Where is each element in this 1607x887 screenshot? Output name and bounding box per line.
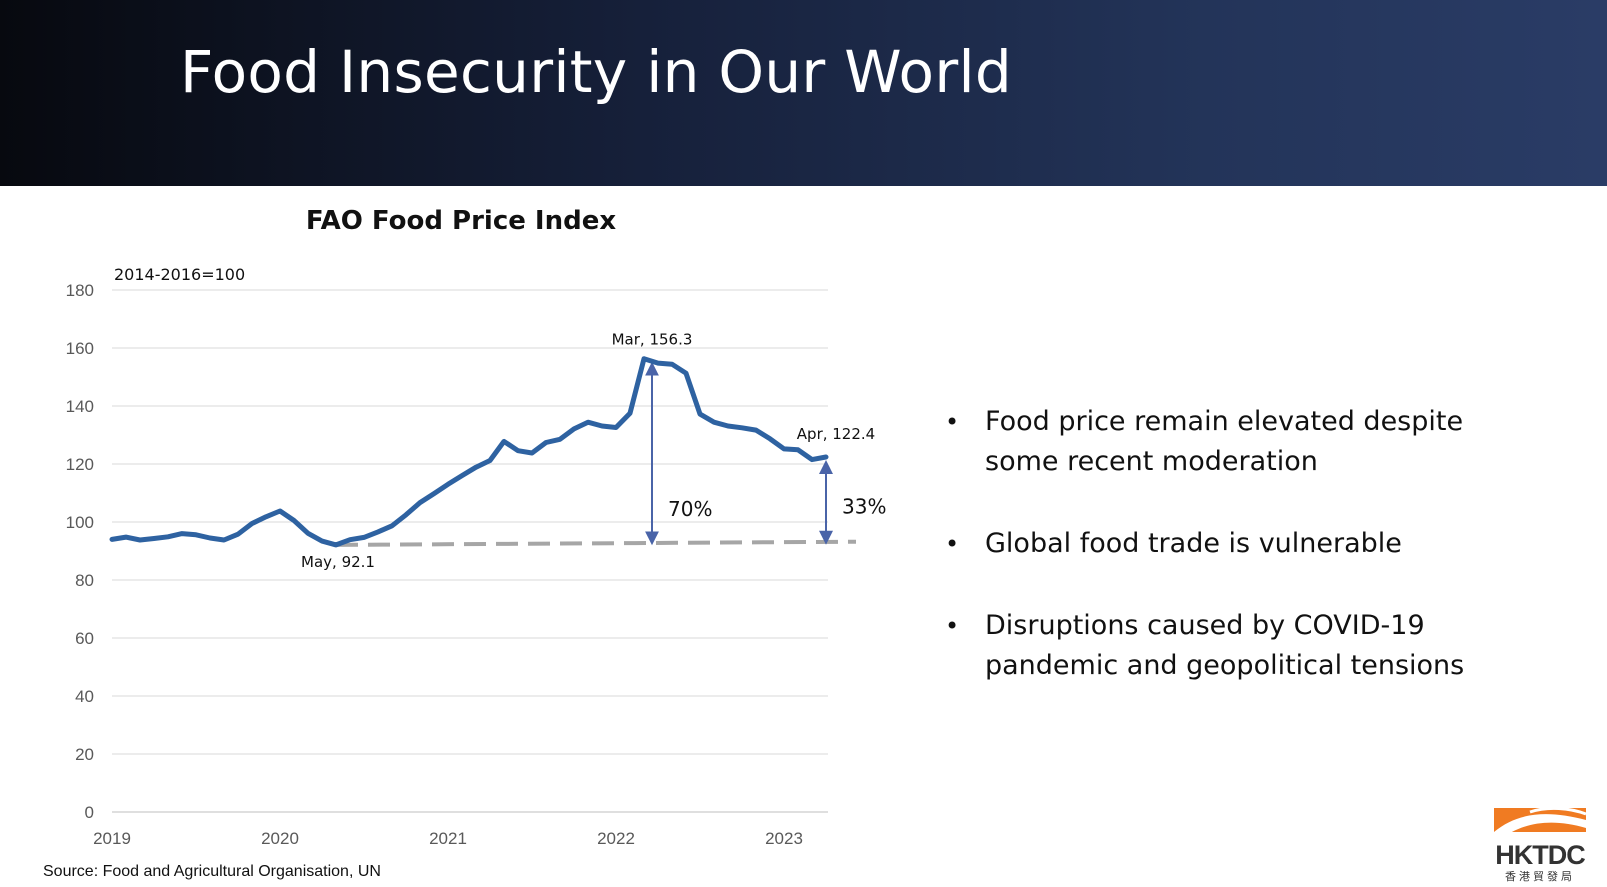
logo-text: HKTDC [1495,840,1586,870]
bullet-item: • Disruptions caused by COVID-19 pandemi… [945,606,1545,686]
y-tick-label: 60 [75,629,94,648]
bullet-text: Global food trade is vulnerable [985,528,1402,559]
bullet-item: • Global food trade is vulnerable [945,524,1545,564]
y-tick-label: 100 [66,513,94,532]
bullet-text: Food price remain elevated despite some … [985,406,1464,477]
change-arrows: 70% 33% [645,361,886,546]
series-line [109,356,829,548]
series-line-layer [109,356,829,548]
bullet-dot-icon: • [945,530,960,558]
x-tick-label: 2023 [765,829,803,848]
y-tick-label: 40 [75,687,94,706]
bullet-list: • Food price remain elevated despite som… [945,402,1545,728]
data-label: May, 92.1 [301,553,375,571]
logo-mark-icon [1494,806,1587,840]
data-label: Mar, 156.3 [612,331,693,349]
y-tick-label: 120 [66,455,94,474]
bullet-dot-icon: • [945,408,960,436]
grid-lines [112,289,828,813]
x-tick-label: 2019 [93,829,131,848]
x-axis-ticks: 2019 2020 2021 2022 2023 [93,829,803,848]
baseline-dashed-line [335,539,857,547]
y-tick-label: 140 [66,397,94,416]
bullet-dot-icon: • [945,612,960,640]
data-annotations: May, 92.1 Mar, 156.3 Apr, 122.4 [301,331,875,571]
y-tick-label: 160 [66,339,94,358]
slide-title: Food Insecurity in Our World [180,38,1013,106]
x-tick-label: 2021 [429,829,467,848]
bullet-text: Disruptions caused by COVID-19 pandemic … [985,610,1465,681]
y-axis-ticks: 0 20 40 60 80 100 120 140 160 180 [66,281,94,822]
logo-subtext: 香港貿發局 [1505,870,1575,883]
bullet-item: • Food price remain elevated despite som… [945,402,1545,482]
y-tick-label: 0 [85,803,94,822]
y-tick-label: 180 [66,281,94,300]
x-tick-label: 2020 [261,829,299,848]
y-tick-label: 80 [75,571,94,590]
y-tick-label: 20 [75,745,94,764]
change-label: 70% [668,497,712,521]
x-tick-label: 2022 [597,829,635,848]
source-note: Source: Food and Agricultural Organisati… [43,863,381,880]
data-label: Apr, 122.4 [797,425,875,443]
chart-title: FAO Food Price Index [305,206,617,236]
baseline-line [335,539,857,547]
unit-label: 2014-2016=100 [114,265,245,284]
change-label: 33% [842,494,886,518]
title-banner: Food Insecurity in Our World [0,0,1607,186]
hktdc-logo: HKTDC 香港貿發局 [1490,806,1590,883]
